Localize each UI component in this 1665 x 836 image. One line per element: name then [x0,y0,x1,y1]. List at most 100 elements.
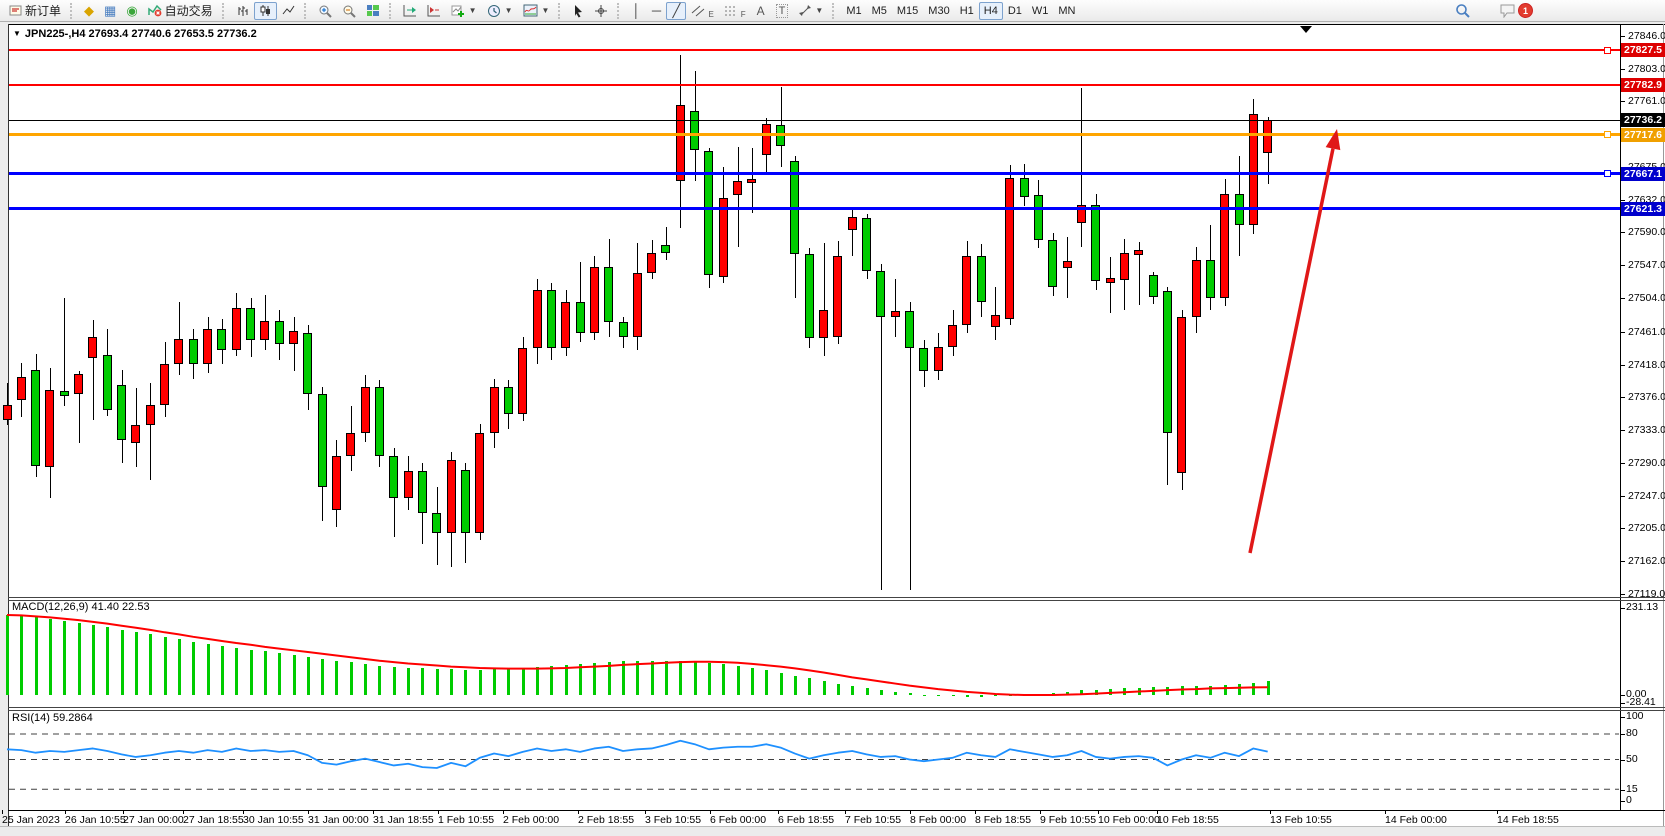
templates-button[interactable]: ▼ [518,2,555,20]
data-window-button[interactable]: ▦ [99,2,121,20]
horizontal-line-button[interactable]: ─ [646,2,666,20]
candle-wick [1139,242,1140,306]
toolbar-grip [558,2,563,19]
equidistant-channel-button[interactable]: E [686,2,718,20]
macd-histogram-bar [751,667,754,695]
timeframe-d1[interactable]: D1 [1007,4,1022,17]
timeframe-m15[interactable]: M15 [896,4,919,17]
macd-rsi-separator[interactable] [8,707,1665,708]
rsi-scale-label: 100 [1626,710,1644,722]
label-tool-label: T [775,3,789,18]
market-watch-button[interactable]: ◆ [79,2,99,20]
main-macd-separator[interactable] [8,597,1665,598]
zoom-out-button[interactable] [337,2,361,20]
cursor-button[interactable] [567,2,589,20]
line-chart-button[interactable] [277,2,300,20]
macd-histogram-bar [307,656,310,695]
symbol-dropdown-icon[interactable]: ▼ [13,29,21,38]
candle-wick [738,146,739,247]
macd-histogram-bar [378,665,381,695]
crosshair-button[interactable] [589,2,613,20]
time-tick [438,810,439,814]
macd-histogram-bar [522,667,525,695]
candle [418,471,427,514]
candle-wick [1081,88,1082,247]
auto-scroll-button[interactable] [398,2,422,20]
candle [1206,259,1215,299]
macd-histogram-bar [1224,684,1227,695]
candle [432,513,441,533]
trendline-icon: ╱ [672,3,681,18]
text-tool-button[interactable]: A [751,2,771,20]
horizontal-line[interactable] [9,119,1620,121]
time-tick [1497,810,1498,814]
price-tick [1620,100,1625,102]
macd-scale-label: 231.13 [1626,601,1659,613]
chart-top-border [8,24,1665,25]
candle-wick [179,302,180,376]
new-order-button[interactable]: 新订单 [4,2,66,20]
horizontal-line[interactable] [9,172,1620,176]
candle [1005,178,1014,319]
macd-histogram-bar [1209,685,1212,695]
candle [661,245,670,253]
navigator-button[interactable]: ◉ [121,2,142,20]
price-tag: 27667.1 [1621,166,1665,181]
candle [203,328,212,364]
horizontal-line[interactable] [9,133,1620,137]
macd-histogram-bar [63,620,66,695]
tile-windows-button[interactable] [361,2,385,20]
periods-button[interactable]: ▼ [482,2,518,20]
label-tool-button[interactable]: T [771,2,794,20]
arrows-tool-button[interactable]: ▼ [793,2,828,20]
chart-shift-button[interactable] [422,2,446,20]
candlestick-chart-button[interactable] [253,1,277,20]
price-tick-label: 27162.0 [1628,555,1665,568]
price-tag: 27621.3 [1621,201,1665,216]
horizontal-line[interactable] [9,49,1620,52]
notification-badge[interactable]: 1 [1518,3,1533,18]
time-tick [778,810,779,814]
timeframe-w1[interactable]: W1 [1031,4,1049,17]
macd-histogram-bar [536,666,539,695]
search-button[interactable] [1450,2,1475,20]
time-tick [975,810,976,814]
toolbar-grip [303,2,309,19]
line-handle[interactable] [1604,131,1611,139]
candle-wick [852,209,853,256]
candle [74,373,83,395]
price-tick [1620,68,1625,70]
time-tick [1270,810,1271,814]
fibonacci-button[interactable]: F [719,2,751,20]
symbol-info-text: JPN225-,H4 27693.4 27740.6 27653.5 27736… [24,28,257,40]
chevron-down-icon: ▼ [541,6,550,15]
macd-histogram-bar [178,639,181,695]
vertical-line-button[interactable]: │ [626,2,646,20]
notifications-button[interactable] [1495,2,1522,20]
timeframe-m1[interactable]: M1 [846,4,862,17]
timeframe-mn[interactable]: MN [1058,4,1076,17]
timeframe-h1[interactable]: H1 [959,4,974,17]
indicator-plus-icon [451,4,465,17]
bar-chart-button[interactable] [231,2,254,20]
candle [604,267,613,322]
auto-trading-button[interactable]: 自动交易 [143,2,218,20]
macd-histogram-bar [106,627,109,695]
macd-histogram-bar [421,668,424,695]
timeframe-m5[interactable]: M5 [871,4,887,17]
horizontal-line[interactable] [9,83,1620,86]
timeframe-m30[interactable]: M30 [928,4,950,17]
trendline-button[interactable]: ╱ [666,1,687,20]
indicators-button[interactable]: ▼ [446,2,482,20]
macd-histogram-bar [321,658,324,695]
candle [704,151,713,276]
candle-wick [824,242,825,356]
line-handle[interactable] [1604,46,1611,54]
chart-canvas[interactable] [8,24,1665,826]
zoom-in-button[interactable] [313,2,337,20]
arrows-icon [798,4,812,17]
line-handle[interactable] [1604,170,1611,178]
candle [1163,291,1172,433]
horizontal-line[interactable] [9,207,1620,211]
timeframe-h4[interactable]: H4 [978,1,1003,20]
